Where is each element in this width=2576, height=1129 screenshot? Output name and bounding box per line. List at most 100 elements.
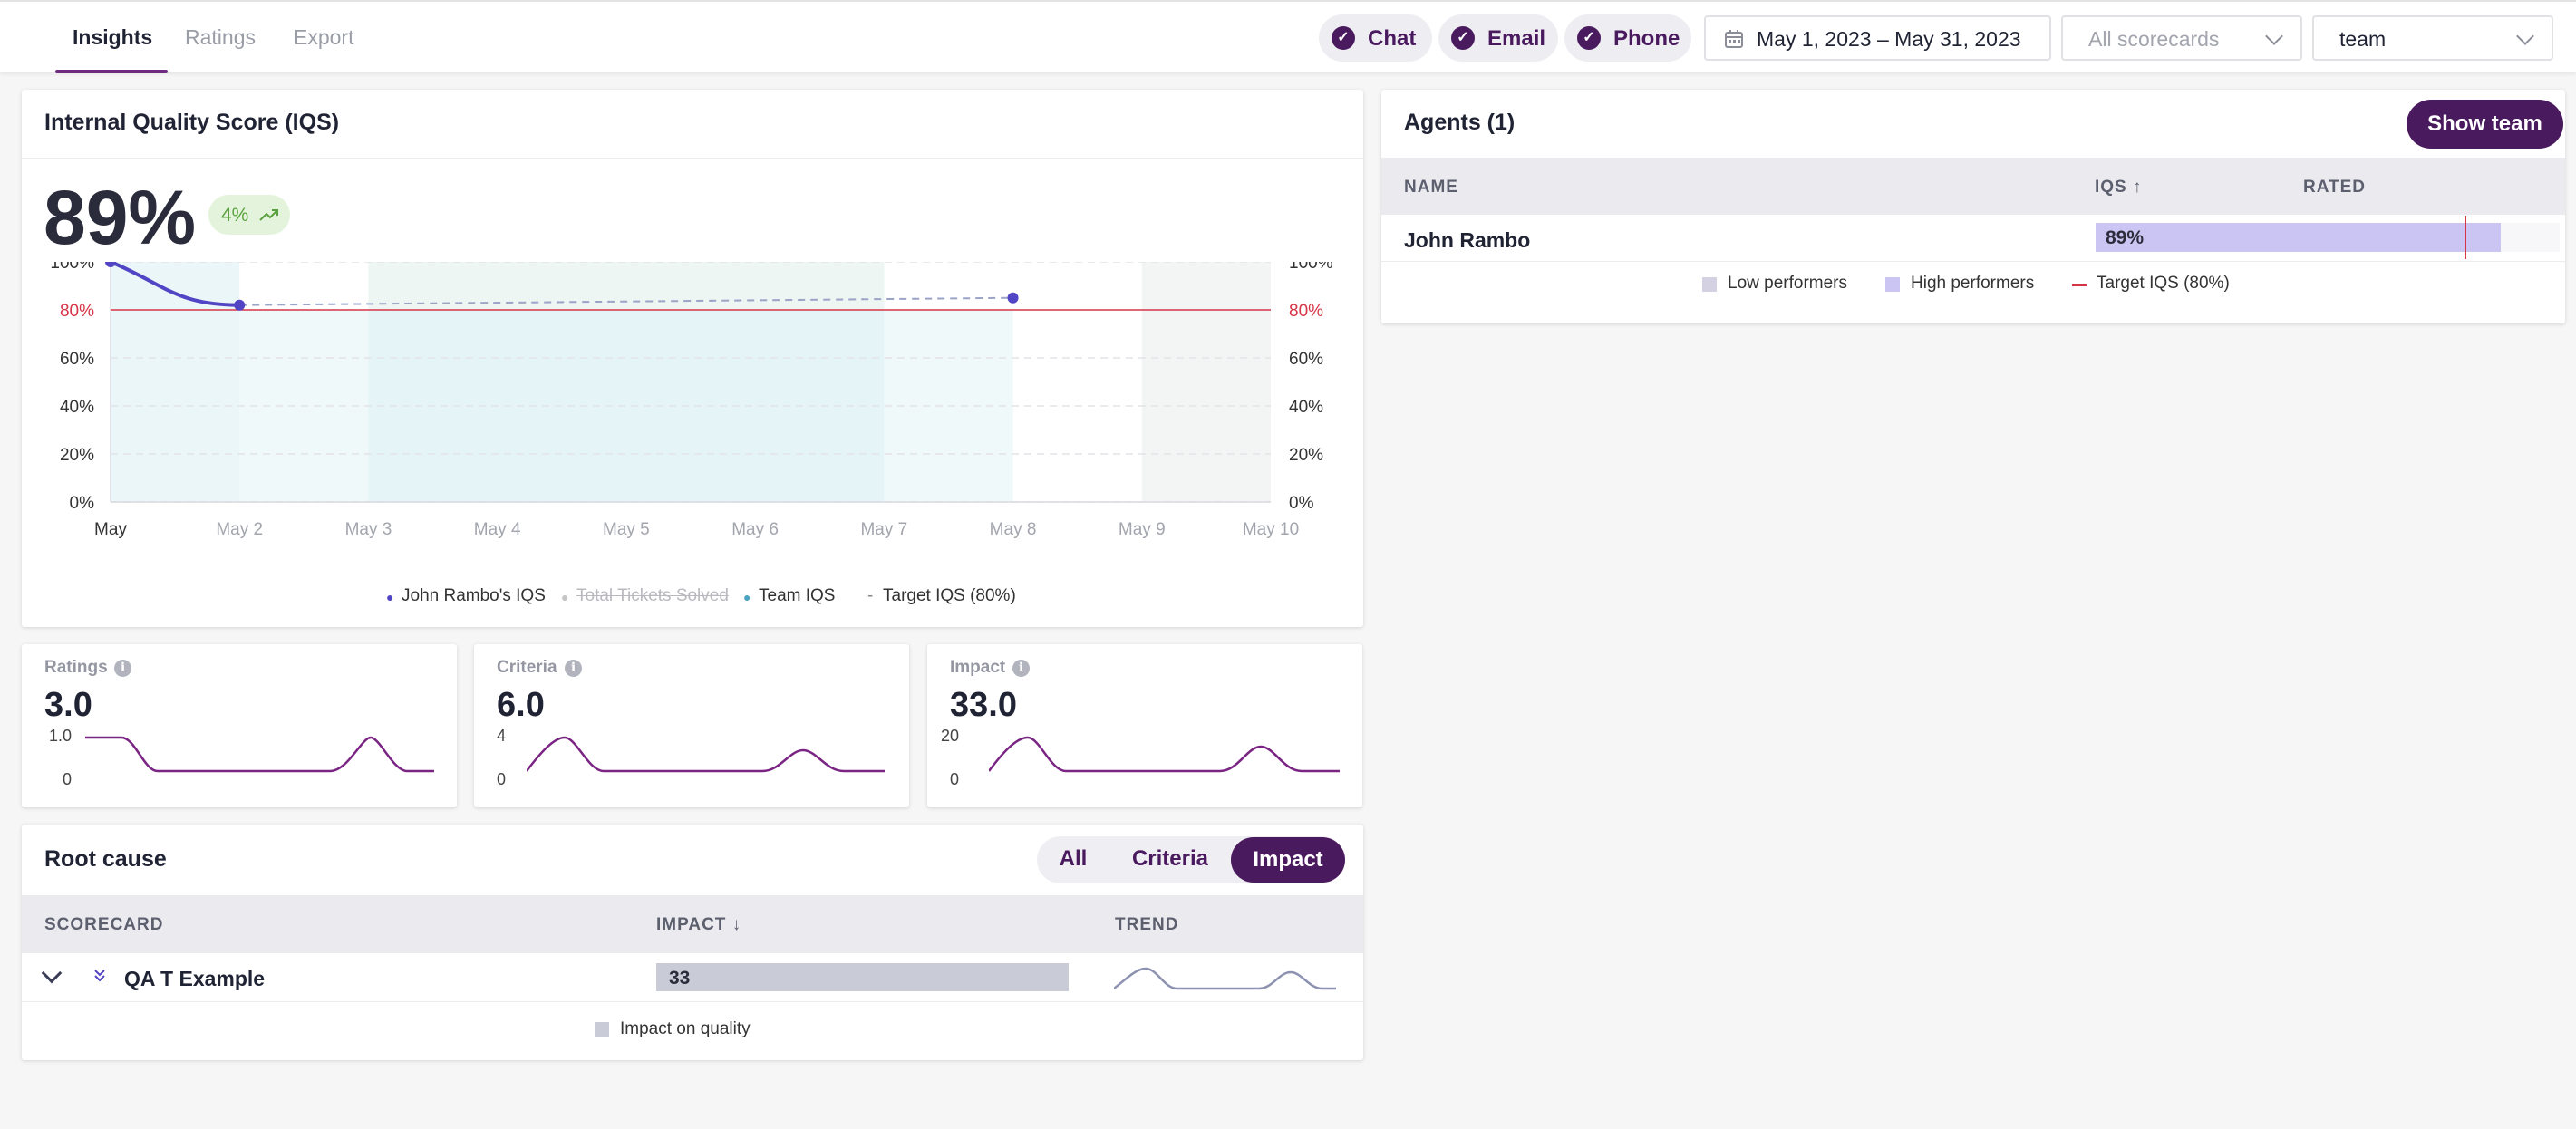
segment-criteria[interactable]: Criteria: [1131, 846, 1209, 871]
agents-legend: Low performers High performers Target IQ…: [1381, 271, 2565, 298]
kpi-sparkline: [85, 736, 434, 773]
kpi-tick: 0: [62, 770, 72, 788]
iqs-bar-fill: [2096, 223, 2501, 252]
kpi-title: Ratings: [44, 658, 108, 677]
legend-swatch: [1702, 277, 1717, 292]
trend-sparkline: [1114, 967, 1336, 990]
group-select-value: team: [2339, 27, 2387, 51]
column-name[interactable]: NAME: [1404, 178, 1458, 197]
john-iqs-point: [1007, 292, 1019, 304]
x-tick-label: May 5: [603, 520, 650, 539]
table-row[interactable]: QA T Example 33: [22, 953, 1363, 1002]
iqs-line-chart: 100% 100% 80% 80% 60% 60% 40% 40% 20% 20% 0% 0% May M…: [50, 262, 1333, 539]
x-tick-label: May 7: [860, 520, 907, 539]
scorecard-name: QA T Example: [124, 967, 266, 990]
legend-low-performers: Low performers: [1728, 274, 1847, 293]
chevron-down-icon: [2516, 27, 2534, 45]
x-tick-label: May 8: [990, 520, 1037, 539]
column-trend[interactable]: TREND: [1115, 915, 1179, 934]
y-tick-label-right: 100%: [1289, 262, 1333, 273]
channel-phone-toggle[interactable]: ✓ Phone: [1564, 14, 1691, 62]
kpi-tick: 20: [940, 727, 959, 745]
kpi-title: Criteria: [497, 658, 557, 677]
table-row[interactable]: John Rambo 3 89%: [1381, 215, 2565, 262]
column-rated[interactable]: RATED: [2303, 178, 2367, 197]
check-icon: ✓: [1577, 26, 1601, 50]
legend-total-tickets[interactable]: Total Tickets Solved: [576, 586, 729, 605]
y-tick-label: 20%: [60, 446, 94, 465]
column-iqs[interactable]: IQS ↑: [2095, 178, 2143, 197]
legend-dot-icon: ●: [561, 590, 569, 604]
chevron-down-icon[interactable]: [41, 962, 63, 984]
kpi-tick: 0: [496, 770, 506, 788]
legend-target-iqs[interactable]: Target IQS (80%): [883, 586, 1016, 605]
y-tick-label-right: 60%: [1289, 350, 1323, 369]
john-iqs-line: [110, 262, 240, 307]
agents-table-header: NAME RATED: [1381, 158, 2565, 215]
y-tick-label: 0%: [70, 494, 95, 513]
iqs-change-badge: 4%: [208, 195, 290, 235]
legend-swatch: [595, 1022, 609, 1037]
chart-band: [1141, 262, 1271, 502]
tab-export[interactable]: Export: [294, 25, 354, 49]
legend-swatch: [1885, 277, 1900, 292]
group-select[interactable]: team: [2312, 15, 2553, 61]
divider: [22, 158, 1363, 159]
iqs-value: 89%: [2106, 227, 2145, 248]
y-tick-label: 80%: [60, 302, 94, 321]
x-tick-label: May 3: [345, 520, 392, 539]
john-iqs-point: [234, 299, 246, 311]
x-tick-label: May 6: [731, 520, 779, 539]
chart-legend: ● John Rambo's IQS ● Total Tickets Solve…: [22, 586, 1363, 608]
target-marker: [2464, 216, 2466, 259]
legend-team-iqs[interactable]: Team IQS: [759, 586, 836, 605]
kpi-card-criteria: Criteria i 6.0 4 0: [474, 644, 909, 807]
legend-dot-icon: ●: [386, 590, 394, 604]
date-range-picker[interactable]: May 1, 2023 – May 31, 2023: [1704, 15, 2051, 61]
info-icon[interactable]: i: [1012, 660, 1030, 677]
kpi-title: Impact: [950, 658, 1006, 677]
y-tick-label: 60%: [60, 350, 94, 369]
segment-all[interactable]: All: [1059, 846, 1088, 871]
show-team-button[interactable]: Show team: [2407, 100, 2563, 149]
x-tick-label: May 4: [474, 520, 521, 539]
iqs-score: 89%: [44, 175, 197, 260]
y-tick-label-right: 80%: [1289, 302, 1323, 321]
root-cause-header: SCORECARD IMPACT ↓ TREND: [22, 895, 1363, 953]
tab-ratings[interactable]: Ratings: [185, 25, 256, 49]
kpi-value: 3.0: [44, 686, 92, 724]
x-tick-label: May: [94, 520, 127, 539]
legend-high-performers: High performers: [1911, 274, 2035, 293]
y-tick-label-right: 0%: [1289, 494, 1314, 513]
check-icon: ✓: [1332, 26, 1355, 50]
agents-card: Agents (1) Show team NAME RATED IQS ↑ Jo…: [1381, 90, 2565, 323]
legend-dash-icon: -: [867, 586, 874, 605]
legend-john-iqs[interactable]: John Rambo's IQS: [402, 586, 546, 605]
active-tab-indicator: [55, 70, 168, 73]
column-scorecard[interactable]: SCORECARD: [44, 915, 164, 934]
channel-email-toggle[interactable]: ✓ Email: [1438, 14, 1558, 62]
kpi-sparkline: [989, 736, 1340, 773]
kpi-card-impact: Impact i 33.0 20 0: [927, 644, 1362, 807]
y-tick-label-right: 20%: [1289, 446, 1323, 465]
top-bar: Insights Ratings Export ✓ Chat ✓ Email ✓ Ph…: [0, 0, 2576, 73]
info-icon[interactable]: i: [565, 660, 582, 677]
segment-impact[interactable]: Impact: [1231, 837, 1345, 883]
info-icon[interactable]: i: [114, 660, 131, 677]
iqs-card: Internal Quality Score (IQS) 89% 4% 100%…: [22, 90, 1363, 627]
legend-line-icon: [2072, 284, 2087, 286]
tab-insights[interactable]: Insights: [73, 25, 153, 49]
x-tick-label: May 10: [1243, 520, 1299, 539]
kpi-value: 6.0: [497, 686, 545, 724]
agent-name[interactable]: John Rambo: [1404, 228, 1531, 252]
x-tick-label: May 9: [1119, 520, 1166, 539]
y-tick-label-right: 40%: [1289, 398, 1323, 417]
kpi-tick: 0: [949, 770, 959, 788]
legend-target-iqs: Target IQS (80%): [2097, 274, 2230, 293]
channel-label: Email: [1487, 26, 1546, 51]
channel-label: Phone: [1613, 26, 1680, 51]
y-tick-label: 100%: [50, 262, 94, 273]
scorecard-select[interactable]: All scorecards: [2061, 15, 2302, 61]
channel-chat-toggle[interactable]: ✓ Chat: [1319, 14, 1432, 62]
column-impact[interactable]: IMPACT ↓: [656, 915, 742, 934]
